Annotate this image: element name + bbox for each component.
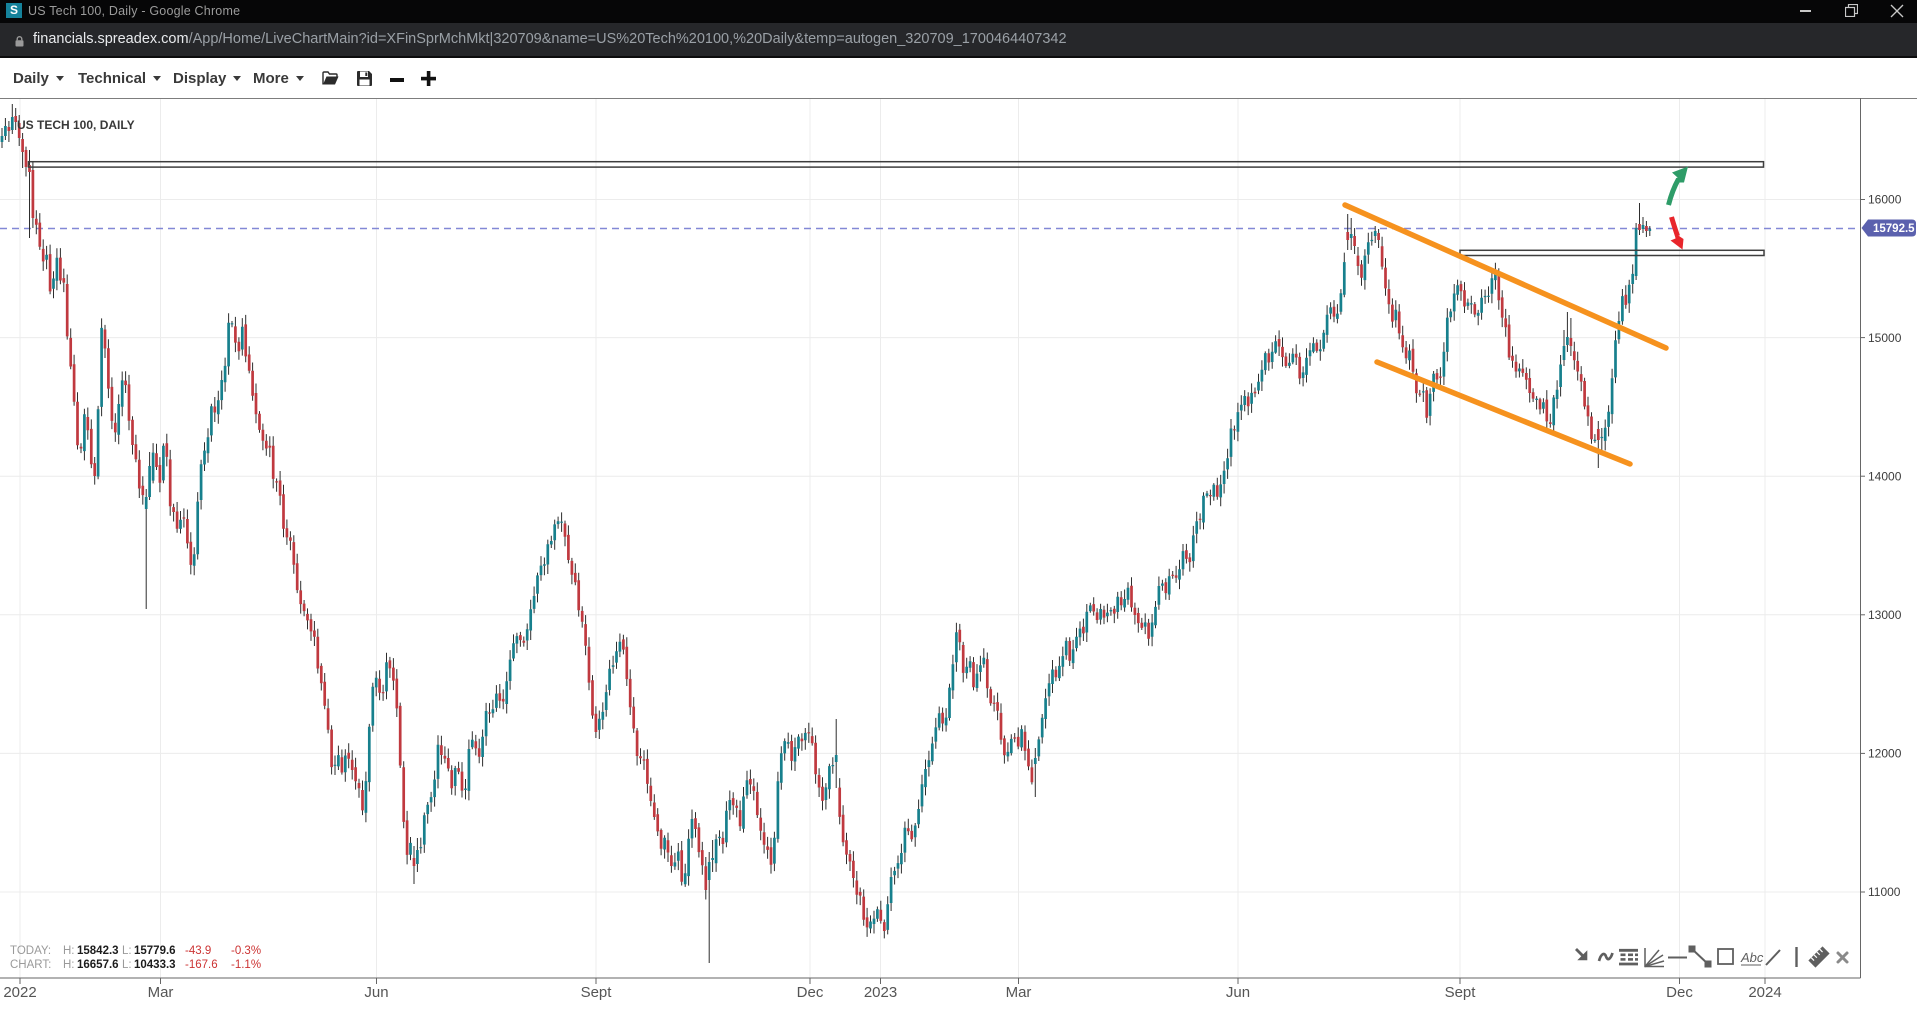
svg-text:2024: 2024	[1748, 984, 1781, 1001]
svg-text:Sept: Sept	[1445, 984, 1477, 1001]
svg-text:Dec: Dec	[797, 984, 824, 1001]
svg-text:-0.3%: -0.3%	[231, 945, 261, 957]
svg-text:11000: 11000	[1868, 885, 1901, 899]
svg-text:16000: 16000	[1868, 193, 1902, 207]
svg-text:Jun: Jun	[364, 984, 388, 1001]
svg-text:-43.9: -43.9	[185, 945, 211, 957]
svg-text:US TECH 100, DAILY: US TECH 100, DAILY	[17, 118, 135, 132]
svg-text:12000: 12000	[1868, 747, 1902, 761]
svg-text:Jun: Jun	[1226, 984, 1250, 1001]
svg-text:15000: 15000	[1868, 331, 1902, 345]
svg-text:15842.3: 15842.3	[77, 945, 119, 957]
svg-text:2023: 2023	[864, 984, 897, 1001]
svg-text:-167.6: -167.6	[185, 959, 218, 971]
svg-text:15779.6: 15779.6	[134, 945, 176, 957]
svg-text:Mar: Mar	[148, 984, 174, 1001]
svg-text:-1.1%: -1.1%	[231, 959, 261, 971]
svg-text:13000: 13000	[1868, 608, 1902, 622]
svg-text:Mar: Mar	[1006, 984, 1032, 1001]
svg-text:TODAY:: TODAY:	[10, 945, 51, 957]
svg-text:15792.5: 15792.5	[1873, 223, 1915, 235]
svg-text:Sept: Sept	[581, 984, 613, 1001]
svg-text:CHART:: CHART:	[10, 959, 51, 971]
svg-text:Abc: Abc	[1740, 950, 1764, 965]
svg-text:10433.3: 10433.3	[134, 959, 176, 971]
svg-text:L:: L:	[122, 945, 132, 957]
svg-text:L:: L:	[122, 959, 132, 971]
svg-text:Dec: Dec	[1666, 984, 1693, 1001]
svg-text:16657.6: 16657.6	[77, 959, 119, 971]
svg-text:H:: H:	[63, 959, 75, 971]
svg-text:H:: H:	[63, 945, 75, 957]
svg-text:14000: 14000	[1868, 469, 1902, 483]
svg-text:2022: 2022	[3, 984, 36, 1001]
